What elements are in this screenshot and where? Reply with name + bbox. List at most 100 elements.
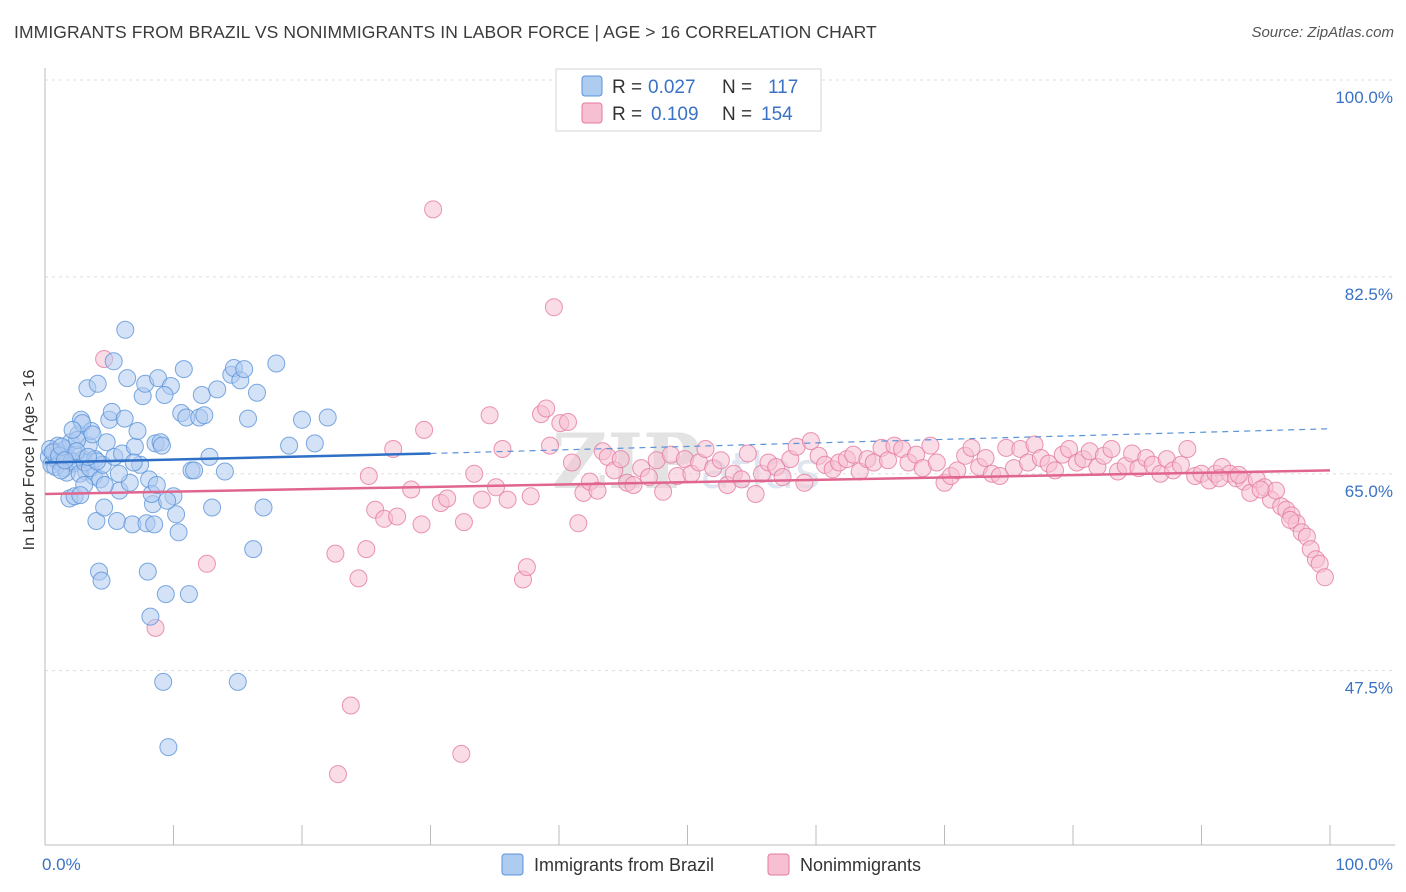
x-tick-label: 0.0% [42, 855, 81, 874]
point-nonimmigrant [388, 507, 407, 526]
point-nonimmigrant [795, 473, 814, 492]
point-nonimmigrant [537, 399, 556, 418]
point-nonimmigrant [438, 489, 457, 508]
point-nonimmigrant [738, 444, 757, 463]
legend-r-label-1: R = [612, 77, 642, 98]
point-nonimmigrant [1315, 568, 1334, 587]
point-nonimmigrant [711, 451, 730, 470]
point-nonimmigrant [746, 485, 765, 503]
point-nonimmigrant [562, 453, 581, 472]
point-brazil [55, 451, 74, 470]
point-brazil [125, 437, 144, 456]
point-brazil [158, 491, 177, 510]
point-brazil [88, 374, 107, 393]
point-brazil [293, 410, 311, 429]
point-brazil [95, 476, 114, 494]
point-nonimmigrant [487, 478, 505, 497]
point-brazil [138, 562, 157, 581]
point-nonimmigrant [654, 482, 673, 501]
point-nonimmigrant [962, 438, 981, 457]
point-brazil [318, 408, 337, 427]
legend-n-label-1: N = [722, 77, 752, 98]
point-nonimmigrant [424, 200, 443, 219]
point-brazil [104, 352, 123, 371]
point-nonimmigrant [1267, 481, 1285, 500]
point-brazil [116, 320, 135, 339]
bottom-legend-swatch-blue [501, 853, 524, 876]
y-tick-label: 65.0% [1345, 482, 1393, 501]
y-tick-label: 82.5% [1345, 285, 1393, 304]
trend-lines [44, 428, 1331, 496]
point-brazil [200, 447, 219, 466]
legend-n-value-2: 154 [761, 104, 793, 125]
point-nonimmigrant [773, 468, 792, 487]
point-brazil [128, 422, 147, 440]
point-nonimmigrant [472, 490, 491, 509]
point-nonimmigrant [329, 765, 347, 784]
point-brazil [115, 409, 134, 428]
point-nonimmigrant [639, 468, 658, 487]
point-nonimmigrant [517, 558, 536, 577]
point-nonimmigrant [341, 696, 360, 715]
point-nonimmigrant [696, 440, 715, 458]
point-nonimmigrant [1229, 465, 1248, 484]
point-brazil [254, 498, 273, 517]
point-nonimmigrant [521, 487, 540, 506]
point-nonimmigrant [732, 470, 751, 489]
point-brazil [87, 512, 106, 530]
point-nonimmigrant [493, 440, 512, 458]
point-nonimmigrant [326, 544, 345, 563]
point-brazil [92, 571, 111, 590]
point-nonimmigrant [197, 554, 216, 573]
bottom-legend: Immigrants from Brazil Nonimmigrants [501, 853, 921, 876]
point-nonimmigrant [1281, 510, 1300, 529]
axes: 100.0% 82.5% 65.0% 47.5% 0.0% 100.0% [42, 68, 1395, 874]
point-nonimmigrant [349, 569, 368, 588]
point-brazil [185, 461, 204, 480]
point-brazil [145, 515, 164, 534]
point-nonimmigrant [1251, 480, 1270, 499]
point-brazil [235, 360, 254, 379]
point-nonimmigrant [415, 420, 434, 439]
x-tick-label: 100.0% [1335, 855, 1393, 874]
point-brazil [155, 386, 174, 404]
point-nonimmigrant [359, 467, 378, 485]
point-brazil [147, 476, 166, 494]
bottom-legend-label-brazil: Immigrants from Brazil [534, 855, 714, 875]
point-nonimmigrant [921, 436, 940, 455]
bottom-legend-label-nonimmigrants: Nonimmigrants [800, 855, 921, 875]
point-nonimmigrant [1210, 469, 1229, 488]
point-nonimmigrant [801, 432, 820, 451]
point-nonimmigrant [402, 480, 421, 499]
point-nonimmigrant [465, 464, 484, 483]
legend-n-value-1: 117 [768, 77, 798, 98]
point-brazil [154, 672, 173, 691]
point-brazil [95, 498, 114, 517]
point-nonimmigrant [559, 413, 577, 431]
point-brazil [174, 360, 193, 379]
point-brazil [71, 486, 90, 505]
point-brazil [108, 512, 126, 530]
point-nonimmigrant [1178, 440, 1197, 458]
point-brazil [244, 540, 263, 559]
point-brazil [152, 436, 171, 455]
chart-title: IMMIGRANTS FROM BRAZIL VS NONIMMIGRANTS … [14, 22, 877, 42]
point-brazil [118, 369, 137, 388]
data-points [39, 200, 1334, 784]
point-brazil [192, 386, 211, 404]
point-nonimmigrant [357, 540, 376, 559]
point-nonimmigrant [454, 513, 473, 532]
point-brazil [156, 585, 175, 604]
chart-source: Source: ZipAtlas.com [1251, 24, 1394, 41]
legend-n-label-2: N = [722, 104, 752, 125]
point-brazil [83, 425, 102, 444]
bottom-legend-swatch-pink [767, 853, 790, 876]
point-brazil [179, 585, 198, 604]
point-nonimmigrant [498, 490, 517, 509]
point-brazil [208, 380, 227, 399]
point-brazil [239, 409, 257, 428]
point-brazil [159, 738, 178, 757]
point-brazil [124, 453, 143, 472]
y-axis-label: In Labor Force | Age > 16 [21, 370, 38, 551]
